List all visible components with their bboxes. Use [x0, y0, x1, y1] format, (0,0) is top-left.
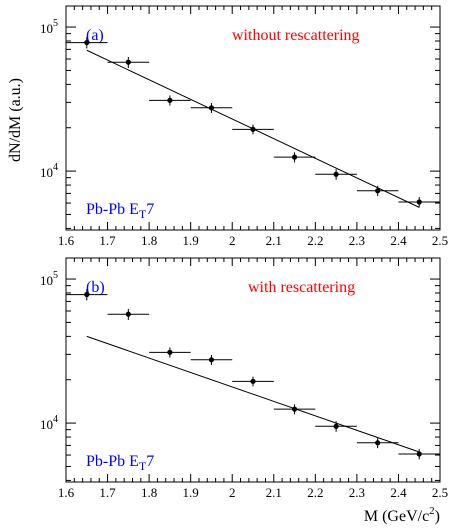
- y-tick-exponent: 5: [53, 18, 58, 29]
- x-tick-label: 2.3: [349, 485, 365, 500]
- panel-b-frame: [65, 257, 441, 483]
- x-axis-label-sup: 2: [429, 505, 435, 517]
- panel-b: (b) with rescattering Pb-Pb ET7 M (GeV/c…: [86, 279, 440, 525]
- data-point: [149, 95, 191, 106]
- y-tick-base: 10: [40, 165, 53, 180]
- panel-a: (a) without rescattering Pb-Pb ET7 dN/dM…: [7, 27, 360, 221]
- data-point: [273, 404, 316, 415]
- data-marker: [84, 291, 90, 298]
- data-point: [315, 421, 357, 432]
- x-tick-label: 2.5: [432, 233, 448, 248]
- data-marker: [125, 59, 131, 65]
- data-point: [398, 449, 440, 460]
- data-marker: [375, 440, 381, 446]
- x-tick-label: 1.7: [99, 485, 116, 500]
- x-tick-label: 2.4: [390, 233, 407, 248]
- fit-line: [86, 335, 420, 453]
- panel-a-system-label: Pb-Pb ET7: [86, 201, 154, 221]
- panel-b-system-sub: T: [139, 459, 147, 473]
- panel-b-label: (b): [86, 279, 105, 296]
- data-point: [149, 347, 191, 358]
- x-tick-label: 1.9: [183, 485, 199, 500]
- panel-a-annotation: without rescattering: [232, 27, 360, 44]
- data-marker: [167, 97, 173, 103]
- data-point: [398, 197, 440, 208]
- x-tick-label: 2.3: [349, 233, 365, 248]
- data-marker: [84, 39, 90, 46]
- x-tick-label: 2.2: [307, 233, 323, 248]
- data-marker: [167, 349, 173, 355]
- data-marker: [375, 188, 381, 194]
- data-marker: [208, 357, 215, 363]
- data-point: [107, 56, 150, 68]
- panel-b-system-main: Pb-Pb E: [86, 453, 139, 470]
- x-tick-label: 2.2: [307, 485, 323, 500]
- data-marker: [416, 199, 422, 205]
- x-tick-label: 1.8: [141, 485, 157, 500]
- x-tick-label: 2.1: [266, 233, 282, 248]
- panel-a-frame: [65, 5, 441, 231]
- y-tick-label: 104: [40, 162, 58, 180]
- data-point: [232, 124, 274, 135]
- y-tick-exponent: 5: [53, 270, 58, 281]
- data-point: [107, 308, 150, 320]
- data-marker: [291, 154, 298, 160]
- panel-a-system-sub: T: [139, 207, 147, 221]
- data-marker: [416, 451, 422, 457]
- data-point: [190, 354, 233, 366]
- y-tick-label: 104: [40, 414, 58, 432]
- x-tick-label: 1.6: [58, 485, 75, 500]
- y-tick-base: 10: [40, 417, 53, 432]
- x-axis-label-main: M (GeV/c: [364, 508, 429, 525]
- panel-b-annotation: with rescattering: [248, 279, 355, 296]
- y-tick-base: 10: [40, 273, 53, 288]
- data-marker: [250, 378, 256, 384]
- x-tick-label: 2.1: [266, 485, 282, 500]
- data-marker: [125, 311, 131, 317]
- x-tick-label: 1.7: [99, 233, 116, 248]
- y-tick-exponent: 4: [53, 162, 58, 173]
- fit-line: [86, 49, 420, 208]
- data-point: [66, 289, 108, 301]
- data-point: [66, 37, 108, 49]
- x-tick-label: 1.9: [183, 233, 199, 248]
- y-tick-exponent: 4: [53, 414, 58, 425]
- x-axis-label-tail: ): [435, 508, 440, 525]
- x-axis-label: M (GeV/c2): [364, 505, 440, 525]
- data-marker: [333, 423, 339, 429]
- panel-a-system-main: Pb-Pb E: [86, 201, 139, 218]
- y-tick-base: 10: [40, 21, 53, 36]
- y-axis-label: dN/dM (a.u.): [7, 78, 24, 162]
- data-point: [273, 152, 316, 163]
- x-tick-label: 1.8: [141, 233, 157, 248]
- x-tick-label: 2: [229, 233, 236, 248]
- panel-a-system-tail: 7: [146, 201, 154, 218]
- data-marker: [333, 171, 339, 177]
- x-tick-label: 2.5: [432, 485, 448, 500]
- y-tick-label: 105: [40, 270, 58, 288]
- y-tick-label: 105: [40, 18, 58, 36]
- x-tick-label: 2.4: [390, 485, 407, 500]
- x-tick-label: 2: [229, 485, 236, 500]
- data-point: [190, 102, 233, 114]
- x-tick-label: 1.6: [58, 233, 75, 248]
- data-point: [232, 376, 274, 387]
- panel-a-label: (a): [86, 27, 104, 44]
- panel-b-system-tail: 7: [146, 453, 154, 470]
- panel-b-system-label: Pb-Pb ET7: [86, 453, 154, 473]
